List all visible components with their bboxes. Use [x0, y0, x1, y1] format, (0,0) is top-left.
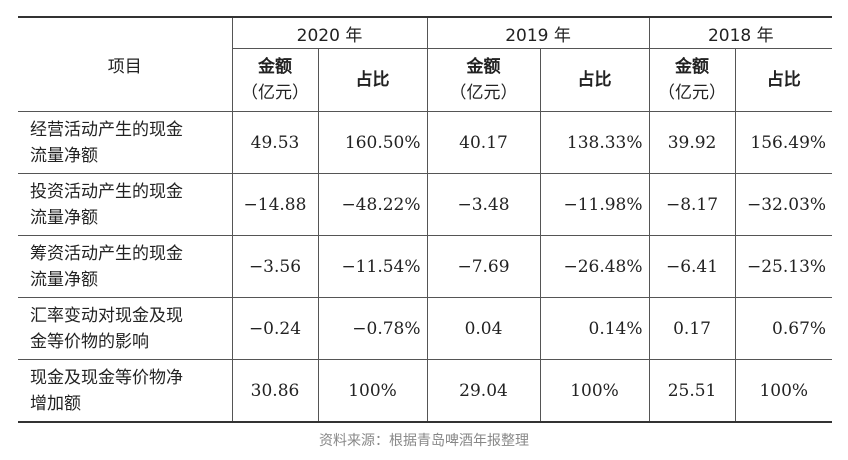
amount-header: 金额 （亿元）: [426, 48, 541, 112]
share-label: 占比: [355, 70, 390, 90]
share-cell: 156.49%: [734, 111, 833, 174]
amount-label: 金额: [675, 57, 710, 77]
share-header: 占比: [539, 48, 650, 112]
amount-cell: 30.86: [231, 359, 318, 423]
header-row-years: 项目 2020 年 2019 年 2018 年: [18, 16, 833, 112]
cash-flow-table: 项目 2020 年 2019 年 2018 年 金额 （亿元） 占比 金额 （亿元）…: [18, 16, 833, 423]
row-label: 投资活动产生的现金 流量净额: [18, 173, 232, 236]
year-header-2020: 2020 年: [231, 16, 428, 49]
table-row: 投资活动产生的现金 流量净额 −14.88 −48.22% −3.48 −11.9…: [18, 173, 833, 236]
amount-cell: 49.53: [231, 111, 318, 174]
share-label: 占比: [766, 70, 801, 90]
source-caption: 资料来源：根据青岛啤酒年报整理: [319, 433, 529, 449]
amount-cell: 25.51: [648, 359, 736, 423]
share-cell: 0.67%: [734, 297, 833, 360]
amount-cell: 29.04: [426, 359, 541, 423]
amount-header: 金额 （亿元）: [231, 48, 318, 112]
amount-unit: （亿元）: [241, 83, 309, 103]
amount-cell: −3.56: [231, 235, 318, 298]
amount-cell: −6.41: [648, 235, 736, 298]
share-cell: −25.13%: [734, 235, 833, 298]
amount-unit: （亿元）: [449, 83, 518, 103]
amount-cell: 40.17: [426, 111, 541, 174]
amount-cell: −14.88: [231, 173, 318, 236]
share-cell: −32.03%: [734, 173, 833, 236]
share-cell: 160.50%: [317, 111, 428, 174]
table-row: 现金及现金等价物净 增加额 30.86 100% 29.04 100% 25.51…: [18, 359, 833, 423]
amount-cell: 39.92: [648, 111, 736, 174]
row-label: 现金及现金等价物净 增加额: [18, 359, 232, 423]
header-row-metrics: 金额 （亿元） 占比 金额 （亿元） 占比 金额 （亿元） 占比: [18, 48, 833, 112]
share-cell: −11.54%: [317, 235, 428, 298]
share-cell: −48.22%: [317, 173, 428, 236]
amount-header: 金额 （亿元）: [648, 48, 736, 112]
share-header: 占比: [317, 48, 428, 112]
year-header-2018: 2018 年: [648, 16, 833, 49]
share-cell: 100%: [539, 359, 650, 423]
amount-cell: −7.69: [426, 235, 541, 298]
amount-cell: −3.48: [426, 173, 541, 236]
amount-label: 金额: [466, 57, 501, 77]
table-row: 筹资活动产生的现金 流量净额 −3.56 −11.54% −7.69 −26.48…: [18, 235, 833, 298]
amount-cell: 0.17: [648, 297, 736, 360]
share-cell: 100%: [317, 359, 428, 423]
amount-cell: −0.24: [231, 297, 318, 360]
amount-cell: 0.04: [426, 297, 541, 360]
row-label: 汇率变动对现金及现 金等价物的影响: [18, 297, 232, 360]
table-row: 汇率变动对现金及现 金等价物的影响 −0.24 −0.78% 0.04 0.14%…: [18, 297, 833, 360]
row-label: 经营活动产生的现金 流量净额: [18, 111, 232, 174]
share-cell: 0.14%: [539, 297, 650, 360]
share-label: 占比: [577, 70, 612, 90]
item-header: 项目: [18, 16, 232, 112]
amount-cell: −8.17: [648, 173, 736, 236]
amount-label: 金额: [258, 57, 292, 77]
year-header-2019: 2019 年: [426, 16, 650, 49]
share-cell: −0.78%: [317, 297, 428, 360]
share-cell: 138.33%: [539, 111, 650, 174]
share-cell: −11.98%: [539, 173, 650, 236]
share-cell: 100%: [734, 359, 833, 423]
row-label: 筹资活动产生的现金 流量净额: [18, 235, 232, 298]
share-cell: −26.48%: [539, 235, 650, 298]
share-header: 占比: [734, 48, 833, 112]
table-row: 经营活动产生的现金 流量净额 49.53 160.50% 40.17 138.33…: [18, 111, 833, 174]
amount-unit: （亿元）: [658, 83, 727, 103]
